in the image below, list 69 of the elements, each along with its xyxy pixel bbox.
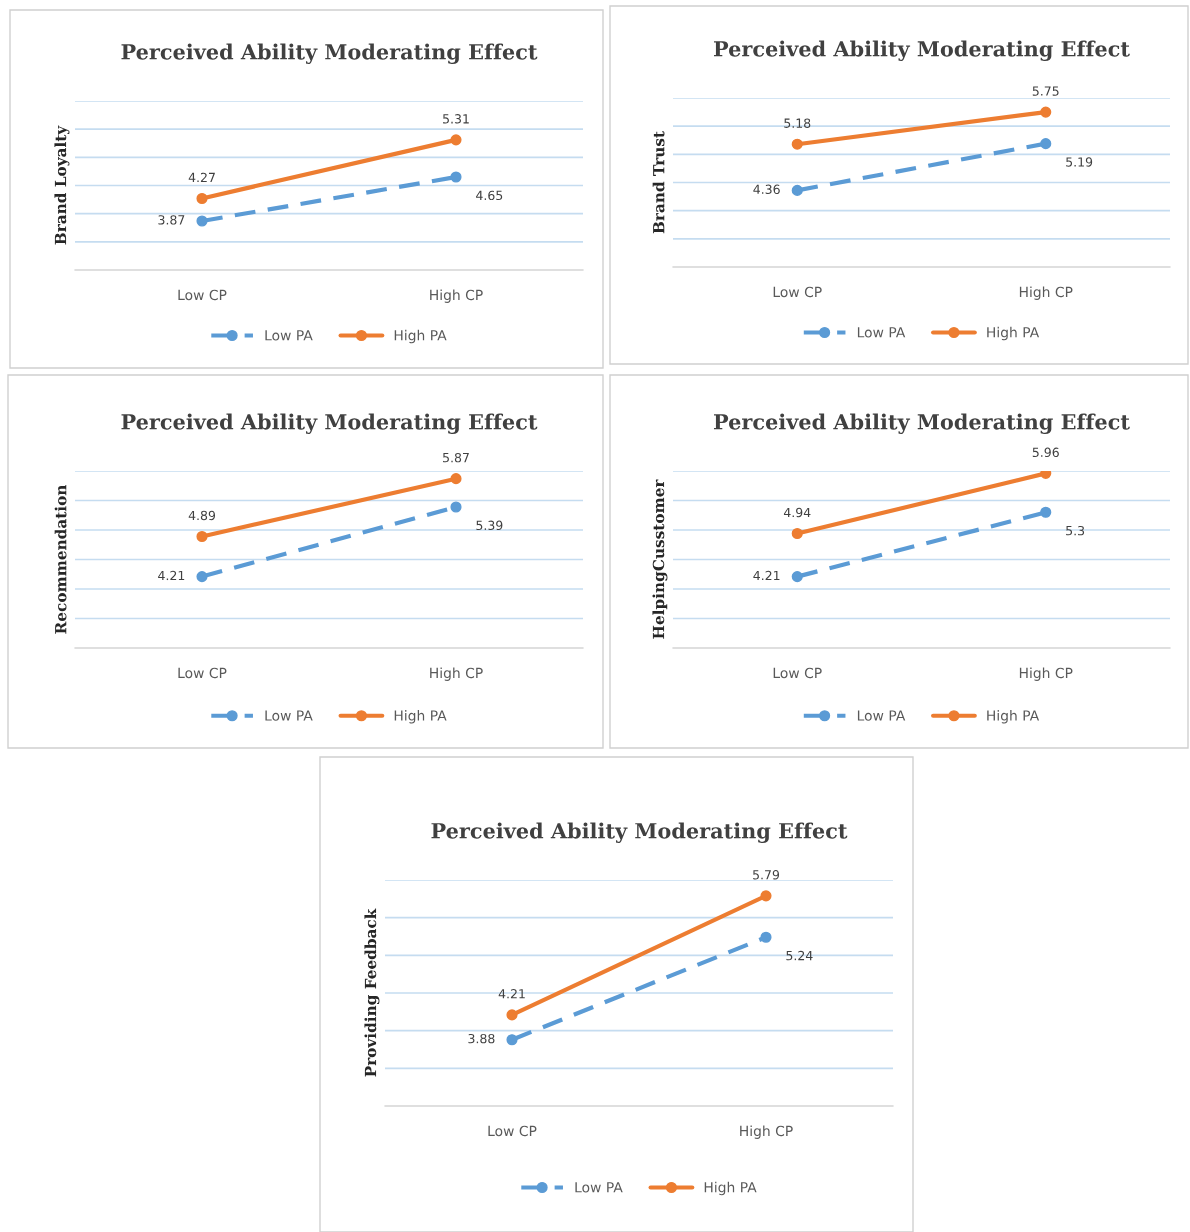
data-label: 4.65	[476, 190, 503, 201]
y-axis-title: Brand Loyalty	[54, 125, 70, 245]
x-tick-label: High CP	[430, 289, 483, 303]
chart-title: Perceived Ability Moderating Effect	[121, 43, 538, 64]
legend-label: High PA	[394, 710, 447, 724]
data-label: 5.31	[443, 114, 469, 124]
x-tick-label: Low CP	[773, 286, 822, 298]
point	[1040, 106, 1052, 118]
point	[196, 215, 208, 227]
point	[791, 527, 803, 540]
legend-label: Low PA	[265, 330, 313, 341]
point	[450, 501, 462, 513]
data-label: 5.75	[1032, 86, 1059, 96]
x-tick-label: High CP	[1019, 286, 1073, 300]
x-tick-label: Low CP	[178, 667, 227, 679]
legend-label: High PA	[704, 1181, 757, 1196]
chart-title: Perceived Ability Moderating Effect	[714, 40, 1130, 61]
y-axis-title: Providing Feedback	[364, 908, 380, 1077]
data-label: 5.39	[476, 520, 503, 531]
legend-label: High PA	[987, 326, 1040, 341]
data-label: 4.89	[188, 510, 216, 521]
chart-title: Perceived Ability Moderating Effect	[121, 413, 538, 434]
data-label: 3.88	[468, 1033, 495, 1044]
data-label: 5.24	[786, 950, 813, 961]
point	[791, 138, 803, 150]
y-axis-title: Brand Trust	[652, 131, 665, 234]
legend-label: Low PA	[265, 710, 313, 721]
x-tick-label: High CP	[740, 1125, 793, 1139]
data-label: 3.87	[158, 215, 185, 225]
data-label: 4.27	[188, 172, 215, 182]
data-label: 5.3	[1066, 525, 1085, 536]
x-tick-label: Low CP	[178, 289, 227, 301]
point	[196, 571, 208, 583]
data-label: 4.21	[158, 570, 185, 581]
chart-title: Perceived Ability Moderating Effect	[431, 822, 848, 843]
data-label: 4.94	[783, 507, 811, 518]
data-label: 4.21	[753, 570, 780, 581]
legend-label: High PA	[987, 710, 1040, 724]
point	[760, 890, 772, 902]
point	[506, 1034, 518, 1046]
chart-title: Perceived Ability Moderating Effect	[714, 413, 1130, 434]
legend-label: High PA	[394, 329, 447, 344]
point	[450, 134, 462, 146]
point	[450, 473, 462, 485]
legend-label: Low PA	[857, 327, 906, 338]
data-label: 5.19	[1066, 157, 1093, 167]
legend-label: Low PA	[575, 1182, 623, 1193]
data-label: 5.87	[443, 452, 469, 463]
data-label: 5.96	[1032, 447, 1059, 458]
data-label: 5.79	[753, 870, 780, 880]
point	[760, 931, 772, 943]
point	[791, 184, 803, 196]
x-tick-label: High CP	[430, 667, 483, 681]
y-axis-title: HelpingCusstomer	[652, 479, 668, 639]
point	[1040, 138, 1052, 150]
point	[1040, 506, 1052, 518]
data-label: 4.21	[498, 989, 525, 999]
point	[196, 530, 208, 543]
legend-label: Low PA	[857, 710, 906, 721]
data-label: 4.36	[753, 184, 780, 195]
x-tick-label: Low CP	[773, 667, 822, 679]
y-axis-title: Recommendation	[54, 484, 67, 634]
point	[791, 571, 803, 583]
x-tick-label: Low CP	[488, 1125, 537, 1137]
x-tick-label: High CP	[1019, 667, 1073, 681]
data-label: 5.18	[784, 118, 811, 128]
point	[196, 192, 208, 205]
point	[506, 1009, 518, 1021]
point	[450, 171, 462, 183]
